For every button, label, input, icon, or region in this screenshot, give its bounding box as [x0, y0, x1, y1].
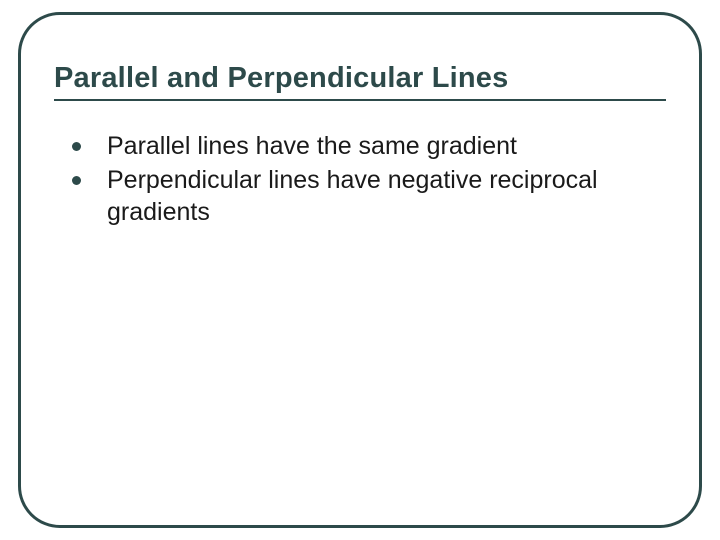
bullet-text: Parallel lines have the same gradient	[107, 130, 517, 162]
slide-title: Parallel and Perpendicular Lines	[54, 62, 666, 101]
bullet-icon	[72, 142, 81, 151]
bullet-item: Perpendicular lines have negative recipr…	[72, 164, 660, 228]
slide-content: Parallel lines have the same gradient Pe…	[72, 130, 660, 230]
bullet-text: Perpendicular lines have negative recipr…	[107, 164, 660, 228]
bullet-item: Parallel lines have the same gradient	[72, 130, 660, 162]
bullet-icon	[72, 176, 81, 185]
